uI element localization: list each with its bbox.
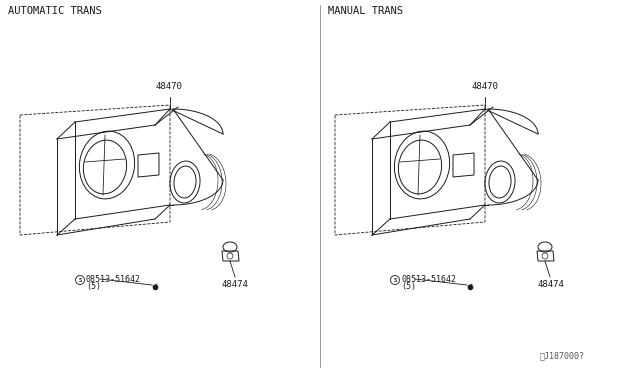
- Text: S: S: [78, 278, 82, 282]
- Text: AUTOMATIC TRANS: AUTOMATIC TRANS: [8, 6, 102, 16]
- Text: 48470: 48470: [471, 82, 498, 91]
- Text: 48470: 48470: [156, 82, 183, 91]
- Text: 48474: 48474: [222, 280, 249, 289]
- Text: (5): (5): [86, 282, 101, 291]
- Text: 08513-51642: 08513-51642: [86, 276, 141, 285]
- Text: 08513-51642: 08513-51642: [401, 276, 456, 285]
- Text: 48474: 48474: [537, 280, 564, 289]
- Text: MANUAL TRANS: MANUAL TRANS: [328, 6, 403, 16]
- Text: (5): (5): [401, 282, 416, 291]
- Text: S: S: [394, 278, 397, 282]
- Text: ␉J187000?: ␉J187000?: [540, 351, 585, 360]
